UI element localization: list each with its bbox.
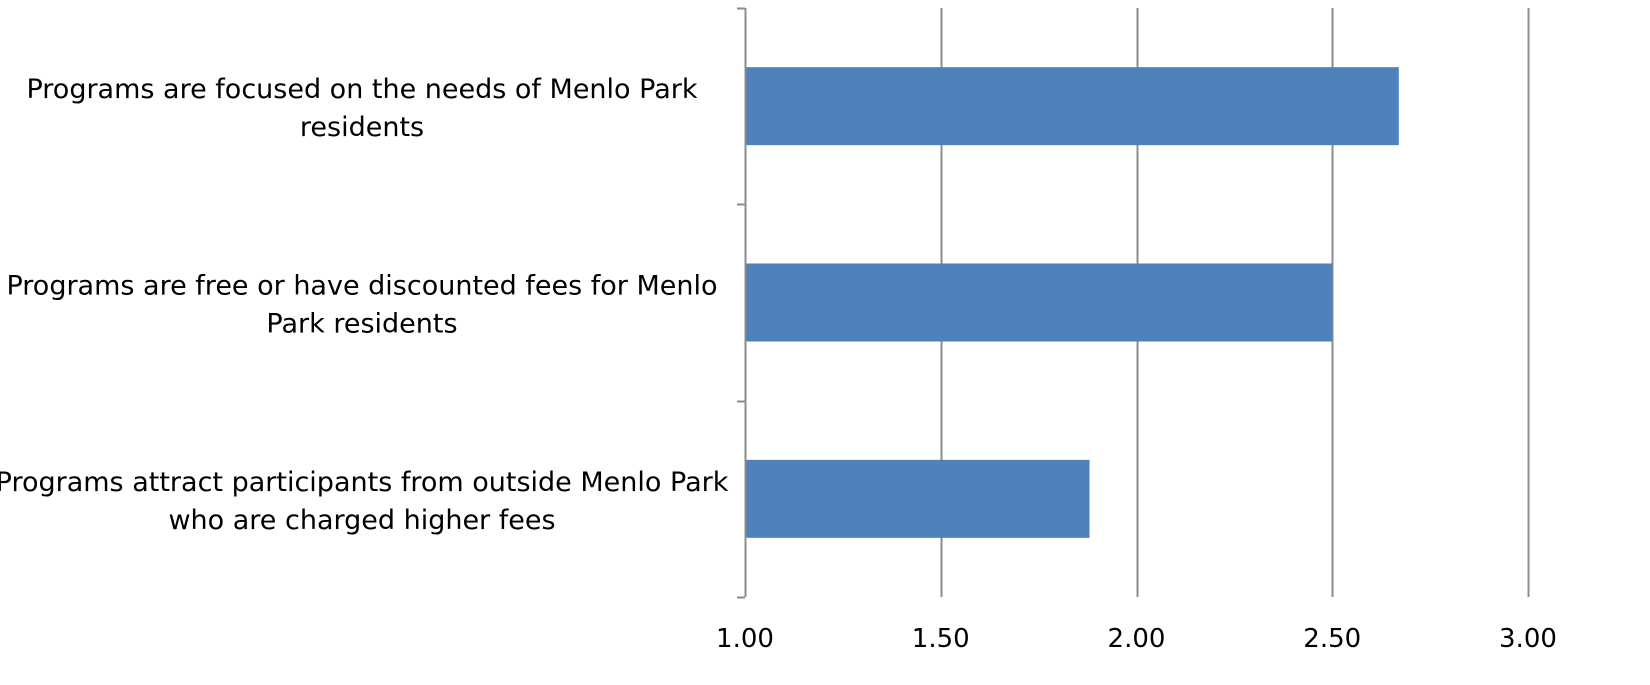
bars (745, 67, 1399, 538)
x-tick-label: 3.00 (1499, 624, 1557, 654)
x-tick-label: 1.00 (716, 624, 774, 654)
x-tick-label: 2.50 (1303, 624, 1361, 654)
category-label: Programs are focused on the needs of Men… (26, 74, 697, 143)
category-label: Programs attract participants from outsi… (0, 467, 729, 536)
y-axis (737, 7, 747, 599)
x-tick-labels: 1.00 1.50 2.00 2.50 3.00 (716, 624, 1557, 654)
x-tick-label: 2.00 (1108, 624, 1166, 654)
category-label: Programs are free or have discounted fee… (6, 271, 717, 340)
x-tick-label: 1.50 (912, 624, 970, 654)
bar (745, 67, 1399, 146)
bar (745, 263, 1333, 342)
category-labels: Programs are focused on the needs of Men… (0, 74, 729, 536)
bar (745, 459, 1090, 538)
